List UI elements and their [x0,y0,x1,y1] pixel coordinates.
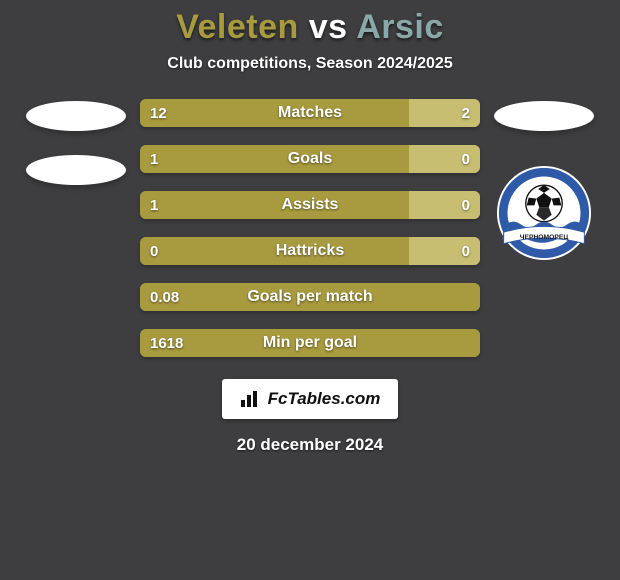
fctables-text: FcTables.com [268,389,381,409]
player-oval-placeholder [494,101,594,131]
main-row: Matches122Goals10Assists10Hattricks00Goa… [0,99,620,357]
stat-bar: Goals1 0 [140,145,480,173]
stat-value-right [460,283,480,311]
stat-bar: Hattricks0 0 [140,237,480,265]
club-logo: ЧЕРНОМОРЕЦ [496,165,592,261]
stat-value-right [460,329,480,357]
bars-icon [240,390,262,408]
stat-value-right: 0 [452,145,480,173]
stat-value-left: 0.08 [140,283,189,311]
stat-value-right: 0 [452,191,480,219]
player-oval-placeholder [26,101,126,131]
stat-label: Hattricks [140,237,480,265]
stat-value-right: 2 [452,99,480,127]
fctables-badge: FcTables.com [222,379,399,419]
stat-value-left: 0 [140,237,168,265]
subtitle: Club competitions, Season 2024/2025 [167,55,452,73]
infographic: Veleten vs Arsic Club competitions, Seas… [0,0,620,580]
stats-bars: Matches122Goals10Assists10Hattricks00Goa… [140,99,480,357]
stat-bar: Assists1 0 [140,191,480,219]
date-text: 20 december 2024 [237,435,384,455]
stat-value-left: 12 [140,99,177,127]
stat-label: Matches [140,99,480,127]
club-ribbon-text: ЧЕРНОМОРЕЦ [520,234,569,241]
stat-bar: Min per goal1618 [140,329,480,357]
right-side-column: ЧЕРНОМОРЕЦ [494,99,594,261]
title-right: Arsic [356,8,444,46]
title-left: Veleten [176,8,299,46]
title-vs: vs [309,8,348,46]
player-oval-placeholder [26,155,126,185]
stat-bar: Goals per match0.08 [140,283,480,311]
stat-label: Assists [140,191,480,219]
chernomorets-logo-icon: ЧЕРНОМОРЕЦ [496,165,592,261]
left-side-column [26,99,126,185]
stat-bar: Matches12 2 [140,99,480,127]
stat-label: Goals per match [140,283,480,311]
page-title: Veleten vs Arsic [176,8,444,47]
stat-value-left: 1 [140,191,168,219]
stat-value-right: 0 [452,237,480,265]
stat-value-left: 1618 [140,329,193,357]
stat-label: Goals [140,145,480,173]
stat-value-left: 1 [140,145,168,173]
